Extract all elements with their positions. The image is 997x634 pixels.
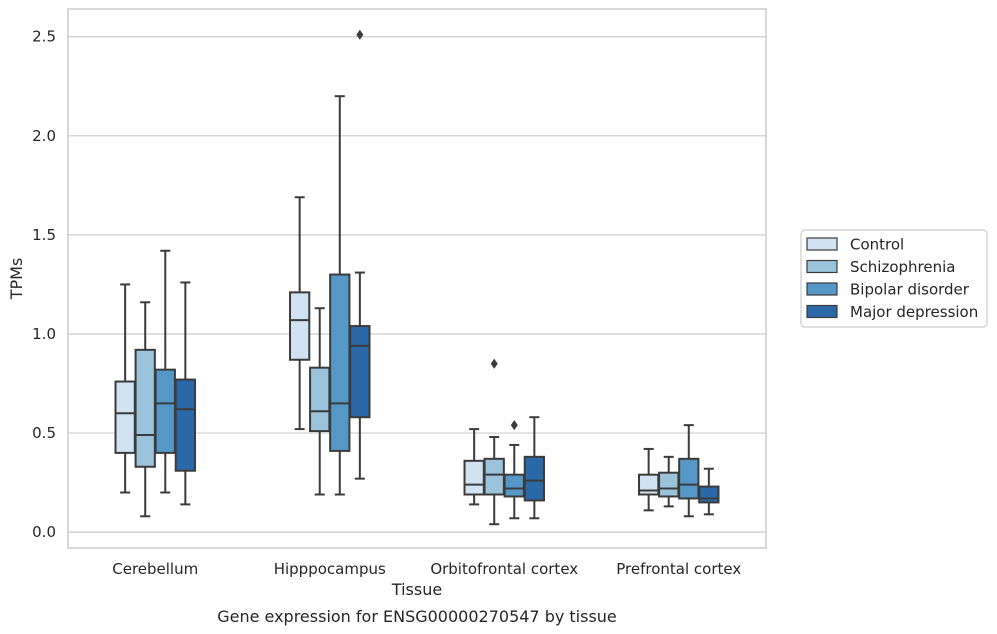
- box: [523, 416, 545, 520]
- legend-swatch: [806, 237, 838, 251]
- box: [134, 301, 156, 518]
- y-axis-label: TPMs: [7, 258, 26, 301]
- legend-label: Major depression: [850, 303, 978, 321]
- box-rect: [503, 473, 525, 498]
- gridlines: [68, 36, 766, 533]
- legend-label: Control: [850, 236, 904, 254]
- box: [309, 307, 331, 496]
- box: [174, 281, 196, 506]
- legend: Control Schizophrenia Bipolar disorder Majo…: [800, 229, 988, 328]
- x-tick-label: Prefrontal cortex: [616, 560, 741, 578]
- legend-item: Control: [806, 236, 904, 254]
- box-rect: [329, 273, 351, 452]
- y-tick-labels: 0.0 0.5 1.0 1.5 2.0 2.5: [32, 28, 56, 541]
- box: [698, 467, 720, 516]
- box: [678, 424, 700, 518]
- y-tick-label: 2.5: [32, 28, 56, 46]
- box-rect: [134, 348, 156, 468]
- box-rect: [698, 485, 720, 504]
- box: [483, 358, 505, 526]
- y-tick-label: 1.0: [32, 325, 56, 343]
- box: [638, 447, 660, 512]
- box: [289, 196, 311, 431]
- box: [114, 283, 136, 494]
- y-tick-label: 1.5: [32, 226, 56, 244]
- legend-swatch: [806, 282, 838, 296]
- box-rect: [349, 325, 371, 419]
- box: [503, 420, 525, 520]
- y-tick-label: 0.5: [32, 424, 56, 442]
- box: [463, 428, 485, 506]
- box-rect: [114, 380, 136, 454]
- chart-caption: Gene expression for ENSG00000270547 by t…: [217, 607, 617, 626]
- box-rect: [154, 368, 176, 454]
- legend-label: Bipolar disorder: [850, 281, 970, 299]
- x-tick-label: Orbitofrontal cortex: [430, 560, 578, 578]
- y-tick-label: 2.0: [32, 127, 56, 145]
- x-tick-label: Hipppocampus: [274, 560, 386, 578]
- x-tick-labels: Cerebellum Hipppocampus Orbitofrontal cort…: [112, 560, 741, 578]
- legend-swatch: [806, 259, 838, 274]
- legend-item: Bipolar disorder: [806, 281, 970, 299]
- legend-frame: [800, 229, 988, 328]
- box-rect: [678, 457, 700, 500]
- box-rect: [309, 366, 331, 433]
- box-rect: [523, 455, 545, 502]
- box: [154, 249, 176, 494]
- x-axis-label: Tissue: [391, 580, 442, 599]
- outlier-point: [510, 420, 518, 431]
- box: [349, 29, 371, 480]
- box-rect: [483, 457, 505, 496]
- legend-item: Major depression: [806, 303, 978, 321]
- x-tick-label: Cerebellum: [112, 560, 198, 578]
- box-rect: [174, 378, 196, 472]
- outlier-point: [490, 358, 498, 369]
- box: [658, 455, 680, 508]
- box-rect: [289, 291, 311, 361]
- box-plot-boxes: [114, 29, 720, 526]
- y-tick-label: 0.0: [32, 523, 56, 541]
- legend-item: Schizophrenia: [806, 258, 955, 276]
- outlier-point: [356, 29, 364, 40]
- box-rect: [658, 471, 680, 498]
- legend-swatch: [806, 304, 838, 319]
- box-rect: [463, 459, 485, 496]
- legend-label: Schizophrenia: [850, 258, 955, 276]
- box: [329, 95, 351, 496]
- plot-frame: [67, 8, 767, 549]
